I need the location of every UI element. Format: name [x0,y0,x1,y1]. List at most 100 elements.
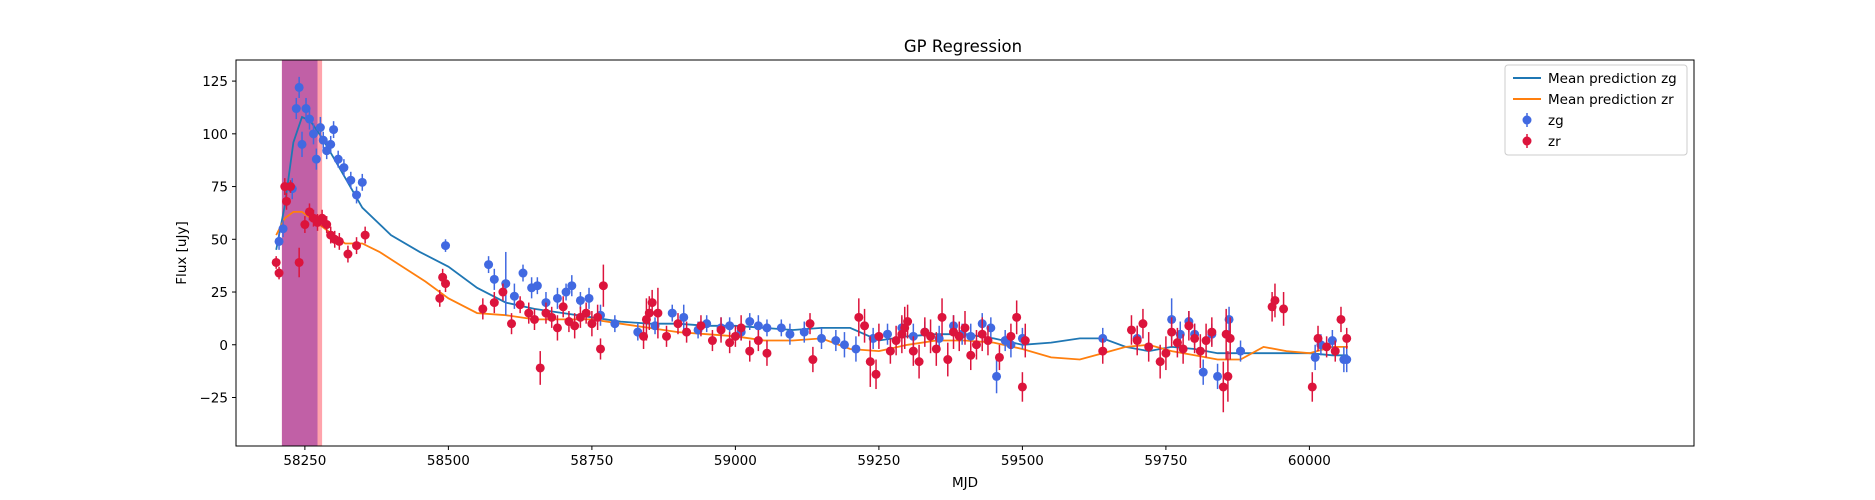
point-marker [274,268,284,278]
point-marker [575,295,585,305]
data-point-zr [441,275,451,293]
point-marker [653,308,663,318]
data-point-zr [971,329,981,360]
point-marker [983,336,993,346]
point-marker [357,177,367,187]
point-marker [745,317,755,327]
data-point-zr [1132,325,1142,356]
point-marker [730,331,740,341]
point-marker [278,224,288,234]
data-point-zg [315,116,325,139]
shaded-regions [281,60,323,446]
data-point-zr [1218,361,1228,413]
data-point-zr [598,264,608,307]
point-marker [1132,336,1142,346]
data-point-zr [1161,336,1171,371]
point-marker [535,363,545,373]
point-marker [943,355,953,365]
point-marker [860,321,870,331]
data-point-zr [871,359,881,390]
legend-label-zr-points: zr [1548,134,1561,150]
data-point-zr [1225,317,1235,360]
data-point-zg [346,171,356,189]
point-marker [1213,371,1223,381]
data-point-zr [282,192,292,210]
data-point-zr [1020,323,1030,358]
point-marker [1144,342,1154,352]
data-point-zg [326,135,336,153]
point-marker [570,321,580,331]
data-point-zg [762,319,772,337]
data-point-zr [943,342,953,377]
point-marker [954,331,964,341]
point-marker [300,220,310,230]
data-point-zg [679,304,689,330]
data-point-zg [441,239,451,252]
point-marker [343,249,353,259]
data-point-zr [903,304,913,339]
y-tick-label: 125 [202,74,228,90]
point-marker [1218,382,1228,392]
point-marker [966,331,976,341]
data-point-zr [529,308,539,330]
data-point-zg [308,123,318,145]
data-point-zr [1126,315,1136,345]
point-marker [547,312,557,322]
data-point-zg [311,148,321,170]
plot-frame [235,59,1695,447]
point-marker [1223,371,1233,381]
data-point-zr [524,302,534,324]
point-marker [816,333,826,343]
point-marker [805,319,815,329]
chart-title: GP Regression [904,37,1022,56]
point-marker [753,336,763,346]
point-marker [317,213,327,223]
point-marker [315,122,325,132]
point-marker [518,268,528,278]
data-point-zr [1184,311,1194,341]
data-point-zr [931,332,941,366]
point-marker [360,230,370,240]
point-marker [1225,333,1235,343]
data-point-zr [762,340,772,366]
point-marker [1020,336,1030,346]
point-marker [1167,327,1177,337]
data-point-zg [851,336,861,362]
point-marker [1336,314,1346,324]
point-marker [977,329,987,339]
data-point-zr [587,311,597,337]
point-marker [297,139,307,149]
point-marker [339,163,349,173]
point-marker [274,236,284,246]
data-point-zg [831,329,841,352]
point-marker [839,340,849,350]
data-point-zr [1270,283,1280,318]
point-marker [552,323,562,333]
data-point-zr [322,216,332,233]
data-point-zr [865,336,875,387]
point-marker [567,281,577,291]
point-marker [725,321,735,331]
point-marker [891,336,901,346]
point-marker [725,338,735,348]
point-marker [498,287,508,297]
data-point-zg [839,332,849,358]
data-point-zr [653,287,663,339]
data-point-zg [357,173,367,191]
point-marker [311,154,321,164]
data-point-zr [596,338,605,360]
point-marker [883,329,893,339]
point-marker [552,293,562,303]
point-marker [294,82,304,92]
data-point-zg [339,159,349,177]
data-point-zr [954,321,964,352]
data-point-zg [333,150,343,168]
point-marker [1172,338,1182,348]
data-point-zr [682,321,692,343]
data-point-zr [435,289,445,307]
x-axis-label: MJD [952,475,978,491]
point-marker [435,293,445,303]
x-tick-label: 58500 [427,453,470,469]
point-marker [329,125,339,135]
data-point-zr [489,292,499,314]
